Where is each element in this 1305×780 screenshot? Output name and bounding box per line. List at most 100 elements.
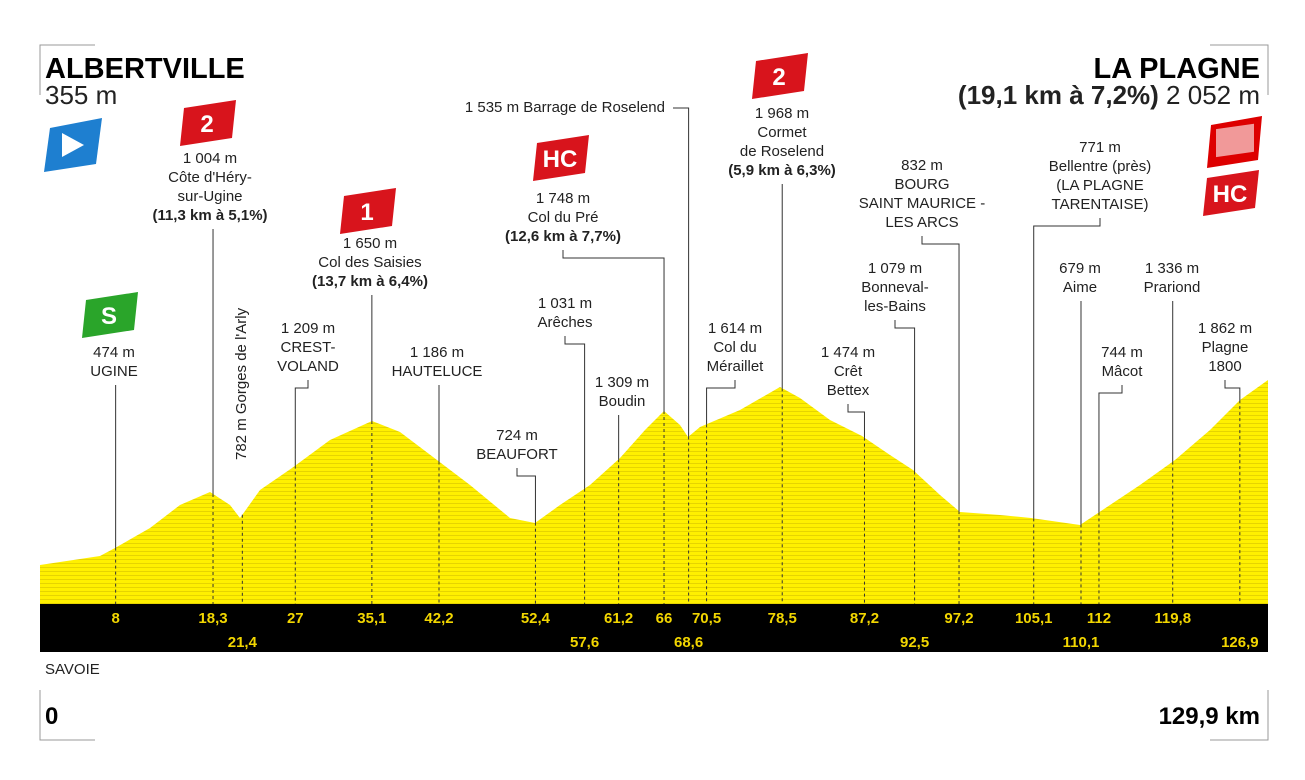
category-badge <box>82 292 138 338</box>
leader <box>516 468 536 523</box>
waypoint-label: 1 309 m <box>595 374 649 391</box>
waypoint-label: Col des Saisies <box>318 254 421 271</box>
leader <box>673 107 690 437</box>
waypoint-label: 1 862 m <box>1198 320 1252 337</box>
waypoint-label: 1 474 m <box>821 344 875 361</box>
category-label: 2 <box>200 111 213 138</box>
category-label: S <box>101 303 117 330</box>
start-arrow <box>62 133 84 157</box>
finish-altitude: 2 052 m <box>1166 80 1260 110</box>
waypoint-label: BEAUFORT <box>476 446 557 463</box>
waypoint-label: TARENTAISE) <box>1052 196 1149 213</box>
waypoint-climb: (12,6 km à 7,7%) <box>505 228 621 245</box>
waypoint-label: 1 968 m <box>755 105 809 122</box>
waypoint-label: Mâcot <box>1102 363 1144 380</box>
finish-flag <box>1207 116 1262 168</box>
km-label: 119,8 <box>1154 610 1191 627</box>
category-label: 1 <box>360 199 373 226</box>
leader <box>1098 385 1123 513</box>
km-label: 66 <box>656 610 673 627</box>
profile <box>40 380 1268 604</box>
finish-info: (19,1 km à 7,2%) 2 052 m <box>958 80 1260 110</box>
km-label: 42,2 <box>424 610 453 627</box>
waypoint-label: 474 m <box>93 344 135 361</box>
category-label: HC <box>1213 181 1248 208</box>
waypoint-label: BOURG <box>894 176 949 193</box>
leader <box>294 380 309 466</box>
category-badge <box>752 53 808 99</box>
waypoint-label: Prariond <box>1144 279 1201 296</box>
waypoint-label: 724 m <box>496 427 538 444</box>
waypoint-label: 1 614 m <box>708 320 762 337</box>
leader <box>1224 380 1241 401</box>
category-badge <box>1203 170 1259 216</box>
distance-end: 129,9 km <box>1159 703 1260 730</box>
waypoint-label: 1 209 m <box>281 320 335 337</box>
waypoint-label: 1800 <box>1208 358 1241 375</box>
waypoint-label: VOLAND <box>277 358 339 375</box>
km-label: 52,4 <box>521 610 551 627</box>
km-label: 87,2 <box>850 610 879 627</box>
leader <box>706 380 736 425</box>
distance-start: 0 <box>45 703 58 730</box>
waypoint-label: Boudin <box>599 393 646 410</box>
km-label: 27 <box>287 610 304 627</box>
km-label: 35,1 <box>357 610 386 627</box>
waypoint-label: SAINT MAURICE - <box>859 195 985 212</box>
km-label: 78,5 <box>768 610 797 627</box>
waypoint-label: Crêt <box>834 363 863 380</box>
waypoint-label: 771 m <box>1079 139 1121 156</box>
waypoint-label: Col du <box>713 339 756 356</box>
waypoint-label: CREST- <box>280 339 335 356</box>
waypoint-label: UGINE <box>90 363 138 380</box>
waypoint-label: Col du Pré <box>528 209 599 226</box>
km-label: 70,5 <box>692 610 721 627</box>
waypoint-label: de Roselend <box>740 143 824 160</box>
km-label: 61,2 <box>604 610 633 627</box>
start-name: ALBERTVILLE <box>45 53 245 85</box>
waypoint-label: (LA PLAGNE <box>1056 177 1144 194</box>
leader <box>847 404 865 438</box>
waypoint-label: 1 650 m <box>343 235 397 252</box>
category-label: 2 <box>772 64 785 91</box>
waypoint-label: Méraillet <box>707 358 765 375</box>
leader <box>1033 218 1101 519</box>
frame <box>39 44 1269 741</box>
km-label: 126,9 <box>1221 634 1259 651</box>
waypoint-label: 832 m <box>901 157 943 174</box>
leader <box>562 250 665 412</box>
waypoint-label: 1 186 m <box>410 344 464 361</box>
waypoint-label: sur-Ugine <box>177 188 242 205</box>
waypoint-label: Arêches <box>537 314 592 331</box>
finish-name: LA PLAGNE <box>1094 53 1260 85</box>
category-badge <box>180 100 236 146</box>
km-label: 8 <box>111 610 119 627</box>
start-altitude: 355 m <box>45 80 117 110</box>
km-label: 68,6 <box>674 634 703 651</box>
km-label: 110,1 <box>1063 634 1100 651</box>
km-label: 97,2 <box>944 610 973 627</box>
waypoint-label: LES ARCS <box>885 214 958 231</box>
waypoint-label: Bellentre (près) <box>1049 158 1152 175</box>
waypoint-label: 1 031 m <box>538 295 592 312</box>
waypoint-label: 1 079 m <box>868 260 922 277</box>
km-label: 21,4 <box>228 634 258 651</box>
waypoint-label: Bettex <box>827 382 870 399</box>
waypoint-label: 782 m Gorges de l'Arly <box>233 307 250 460</box>
km-label: 92,5 <box>900 634 929 651</box>
waypoint-label: 679 m <box>1059 260 1101 277</box>
km-label: 112 <box>1087 610 1111 627</box>
waypoint-climb: (13,7 km à 6,4%) <box>312 273 428 290</box>
km-label: 18,3 <box>198 610 227 627</box>
waypoint-label: Aime <box>1063 279 1097 296</box>
waypoint-label: Côte d'Héry- <box>168 169 252 186</box>
km-label: 57,6 <box>570 634 599 651</box>
km-label: 105,1 <box>1015 610 1053 627</box>
km-bar <box>40 604 1268 652</box>
waypoint-label: les-Bains <box>864 298 926 315</box>
waypoint-climb: (5,9 km à 6,3%) <box>728 162 836 179</box>
leader <box>894 320 916 472</box>
waypoint-label: Cormet <box>757 124 807 141</box>
leader <box>564 336 586 489</box>
